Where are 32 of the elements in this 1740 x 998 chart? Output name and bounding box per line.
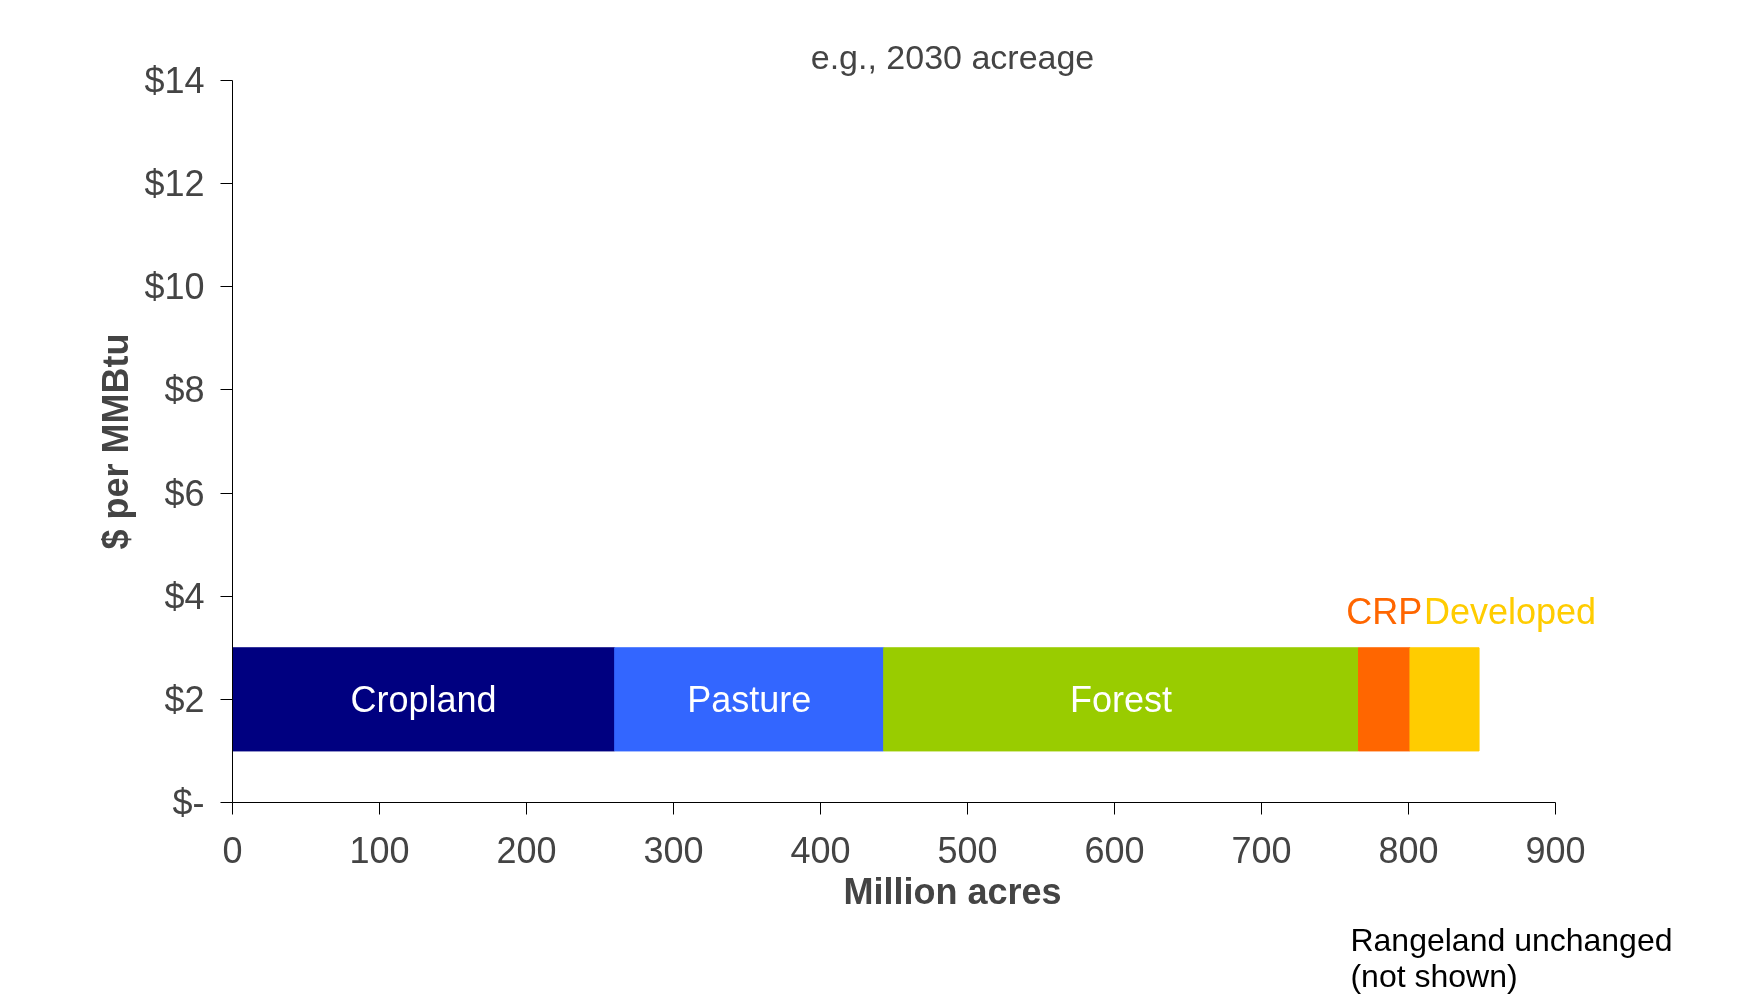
x-tick-label: 700 <box>1231 829 1292 871</box>
y-tick-label: $- <box>172 782 205 823</box>
y-axis-title: $ per MMBtu <box>95 333 137 550</box>
x-tick-label: 600 <box>1084 829 1145 871</box>
series-label: Pasture <box>687 678 812 720</box>
series-label: Developed <box>1423 591 1597 633</box>
bar <box>883 647 1360 752</box>
series-label: Cropland <box>350 678 497 720</box>
chart-title: e.g., 2030 acreage <box>810 37 1095 76</box>
y-tick-label: $10 <box>144 266 205 308</box>
x-tick-label: 100 <box>349 829 410 871</box>
y-tick-label: $4 <box>164 575 205 617</box>
series-label: Forest <box>1070 678 1173 720</box>
y-tick-label: $12 <box>144 163 205 205</box>
x-tick-label: 800 <box>1378 829 1439 871</box>
y-tick-label: $8 <box>164 369 205 411</box>
x-tick-label: 500 <box>937 829 998 871</box>
text: Rangeland unchanged (not shown) <box>1350 921 1673 994</box>
x-tick-label: 0 <box>222 829 243 871</box>
y-tick-label: $2 <box>164 678 205 720</box>
x-tick-label: 900 <box>1525 829 1586 871</box>
bar <box>232 647 616 752</box>
x-tick-label: 400 <box>790 829 851 871</box>
series-label: CRP <box>1346 591 1423 633</box>
bar <box>1358 647 1411 752</box>
x-tick-label: 300 <box>643 829 704 871</box>
x-tick-label: 200 <box>496 829 557 871</box>
bar <box>1409 647 1480 752</box>
y-tick-label: $14 <box>144 60 205 101</box>
x-axis-title: Million acres <box>843 870 1062 912</box>
bar <box>614 647 885 752</box>
y-tick-label: $6 <box>164 472 205 514</box>
